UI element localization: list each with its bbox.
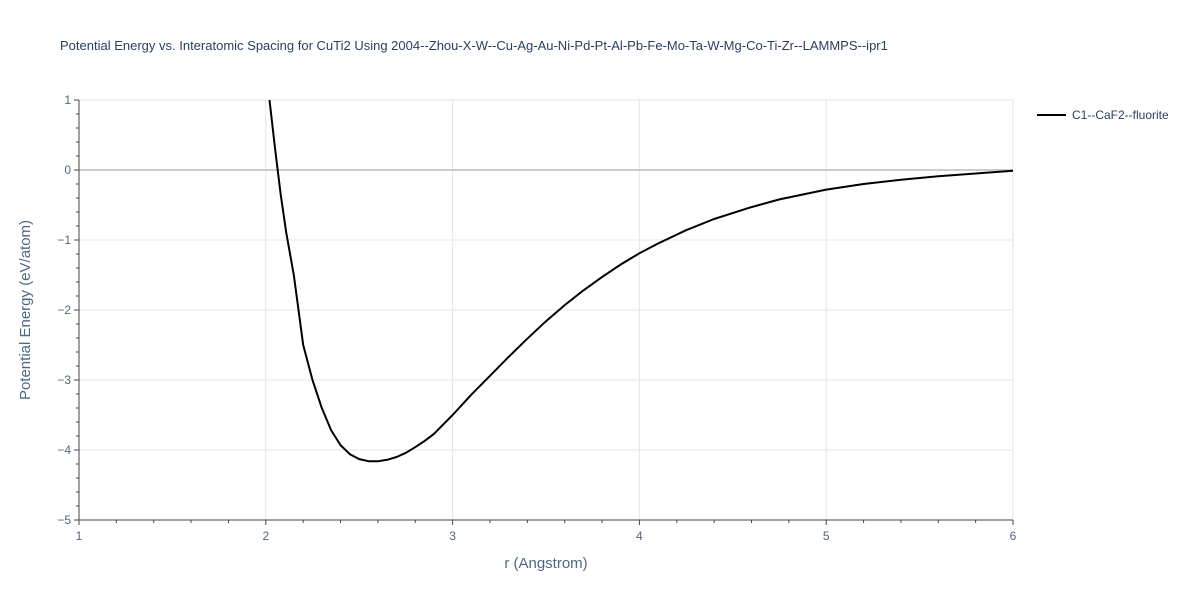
y-tick-label: −2 <box>57 303 71 317</box>
series-lines <box>268 99 1014 463</box>
chart-title: Potential Energy vs. Interatomic Spacing… <box>60 38 888 53</box>
legend[interactable]: C1--CaF2--fluorite <box>1037 108 1169 122</box>
tick-labels: 1 2 3 4 5 6 1 0 −1 −2 −3 −4 −5 <box>57 93 1016 543</box>
y-axis-title: Potential Energy (eV/atom) <box>17 220 34 400</box>
x-axis-title: r (Angstrom) <box>504 555 587 572</box>
series-line <box>268 99 1014 463</box>
grid-lines <box>79 99 1014 520</box>
x-tick-label: 1 <box>76 529 83 543</box>
x-tick-label: 3 <box>449 529 456 543</box>
y-tick-label: 0 <box>64 163 71 177</box>
y-tick-label: −3 <box>57 373 71 387</box>
y-tick-label: −1 <box>57 233 71 247</box>
y-tick-label: −4 <box>57 443 71 457</box>
legend-label: C1--CaF2--fluorite <box>1072 108 1169 122</box>
x-tick-label: 5 <box>823 529 830 543</box>
y-tick-label: −5 <box>57 513 71 527</box>
y-tick-label: 1 <box>64 93 71 107</box>
x-tick-label: 6 <box>1010 529 1017 543</box>
x-tick-label: 4 <box>636 529 643 543</box>
x-tick-label: 2 <box>262 529 269 543</box>
